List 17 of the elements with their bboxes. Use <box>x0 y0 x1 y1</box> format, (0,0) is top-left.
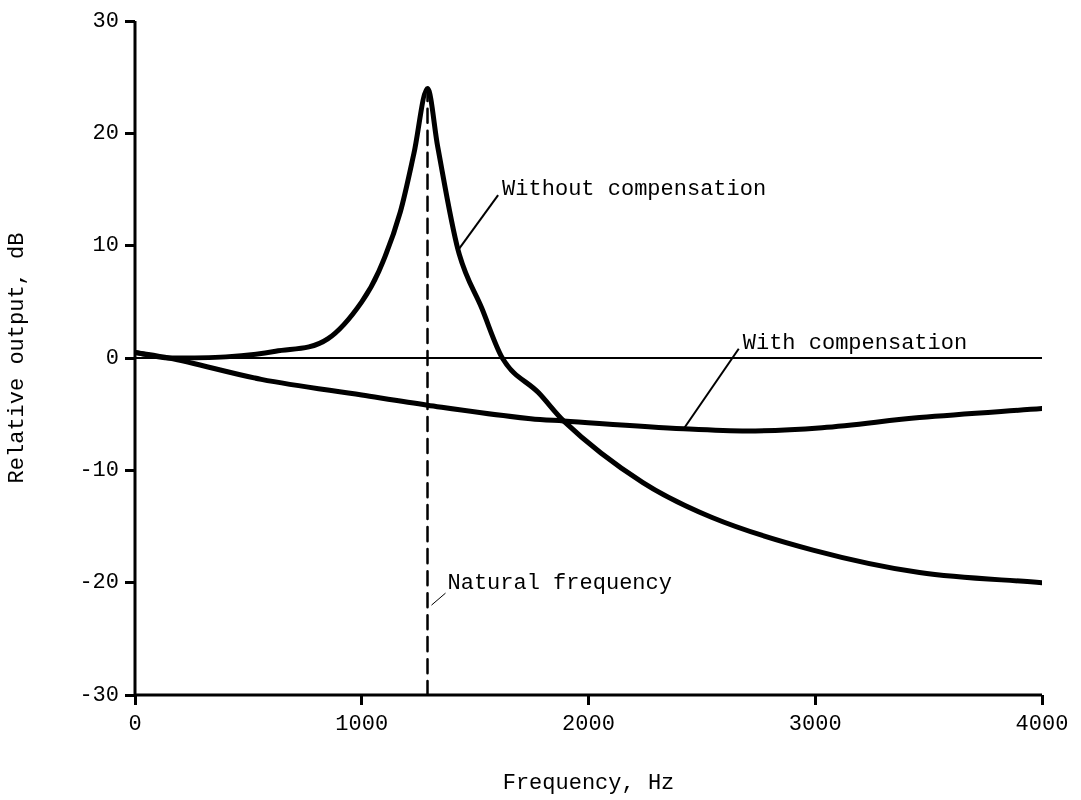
y-tick-label: -20 <box>79 570 119 596</box>
y-tick-label: 30 <box>92 8 119 34</box>
y-tick-label: -30 <box>79 682 119 708</box>
x-tick-label: 4000 <box>1015 712 1069 738</box>
y-axis-title: Relative output, dB <box>5 232 31 484</box>
x-axis-title: Frequency, Hz <box>502 770 675 796</box>
x-tick-label: 2000 <box>562 712 615 738</box>
x-tick-label: 3000 <box>788 712 842 738</box>
y-tick-label: 10 <box>92 233 119 259</box>
text: With compensation <box>742 330 968 356</box>
y-tick-label: -10 <box>79 458 119 484</box>
text: Without compensation <box>502 176 767 202</box>
y-tick-label: 0 <box>105 345 119 371</box>
x-tick-label: 1000 <box>335 712 389 738</box>
y-tick-label: 20 <box>92 121 119 147</box>
annotation: Natural frequency <box>447 570 672 596</box>
x-tick-label: 0 <box>128 712 142 738</box>
